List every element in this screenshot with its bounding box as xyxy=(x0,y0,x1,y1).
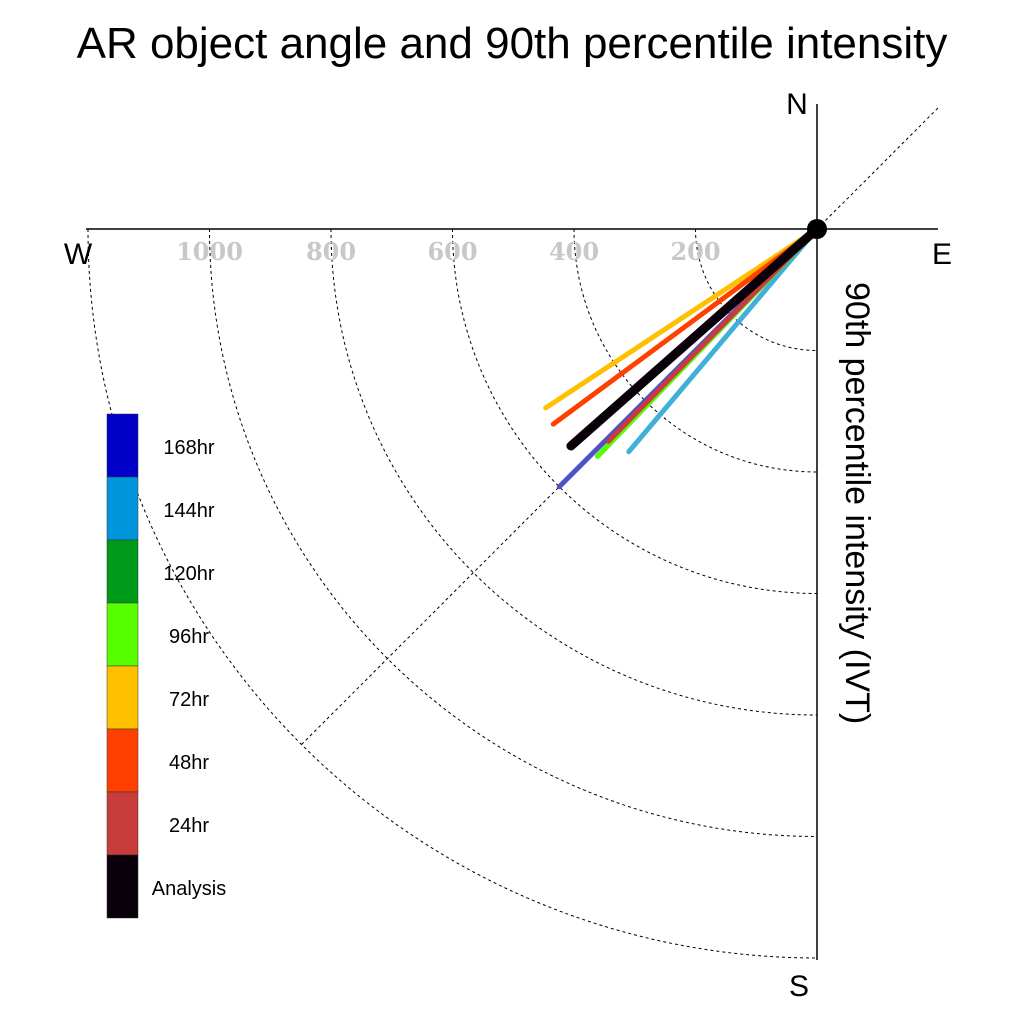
compass-south: S xyxy=(789,970,809,1003)
legend-swatch xyxy=(106,413,139,478)
radial-tick-label: 1000 xyxy=(176,237,243,266)
series-line-48hr xyxy=(550,226,820,427)
series-line-144hr xyxy=(626,226,820,455)
legend-label: 24hr xyxy=(169,815,209,837)
legend-swatch xyxy=(106,665,139,730)
radial-ticks: 200 400 600 800 1000 xyxy=(176,237,720,266)
legend: 168hr 144hr 120hr 96hr 72hr 48hr 24hr Analysis xyxy=(106,413,226,919)
compass-north: N xyxy=(786,88,808,121)
legend-swatch xyxy=(106,854,139,919)
radial-tick-label: 400 xyxy=(549,237,599,266)
compass-west: W xyxy=(64,238,93,271)
series-line-72hr xyxy=(543,226,820,411)
legend-swatch xyxy=(106,476,139,541)
legend-label: 168hr xyxy=(163,437,214,459)
series-lines xyxy=(543,224,822,490)
legend-label: 48hr xyxy=(169,752,209,774)
legend-swatch xyxy=(106,602,139,667)
compass-east: E xyxy=(932,238,952,271)
grid-arc xyxy=(209,228,818,837)
grid-arc xyxy=(330,228,818,716)
legend-label: 72hr xyxy=(169,689,209,711)
series-line-analysis xyxy=(566,224,822,451)
legend-label: Analysis xyxy=(152,878,226,900)
radial-tick-label: 800 xyxy=(306,237,356,266)
radial-tick-label: 200 xyxy=(670,237,720,266)
grid-arc xyxy=(695,228,818,351)
legend-swatch xyxy=(106,791,139,856)
legend-swatch xyxy=(106,539,139,604)
legend-swatch xyxy=(106,728,139,793)
radial-axis-label: 90th percentile intensity (IVT) xyxy=(838,282,876,724)
ne-diagonal xyxy=(816,105,941,230)
origin-marker xyxy=(807,219,827,239)
radial-tick-label: 600 xyxy=(427,237,477,266)
legend-label: 144hr xyxy=(163,500,214,522)
legend-label: 96hr xyxy=(169,626,209,648)
grid-arc xyxy=(573,228,818,473)
chart-title: AR object angle and 90th percentile inte… xyxy=(77,19,948,68)
legend-label: 120hr xyxy=(163,563,214,585)
grid-arc xyxy=(452,228,818,594)
